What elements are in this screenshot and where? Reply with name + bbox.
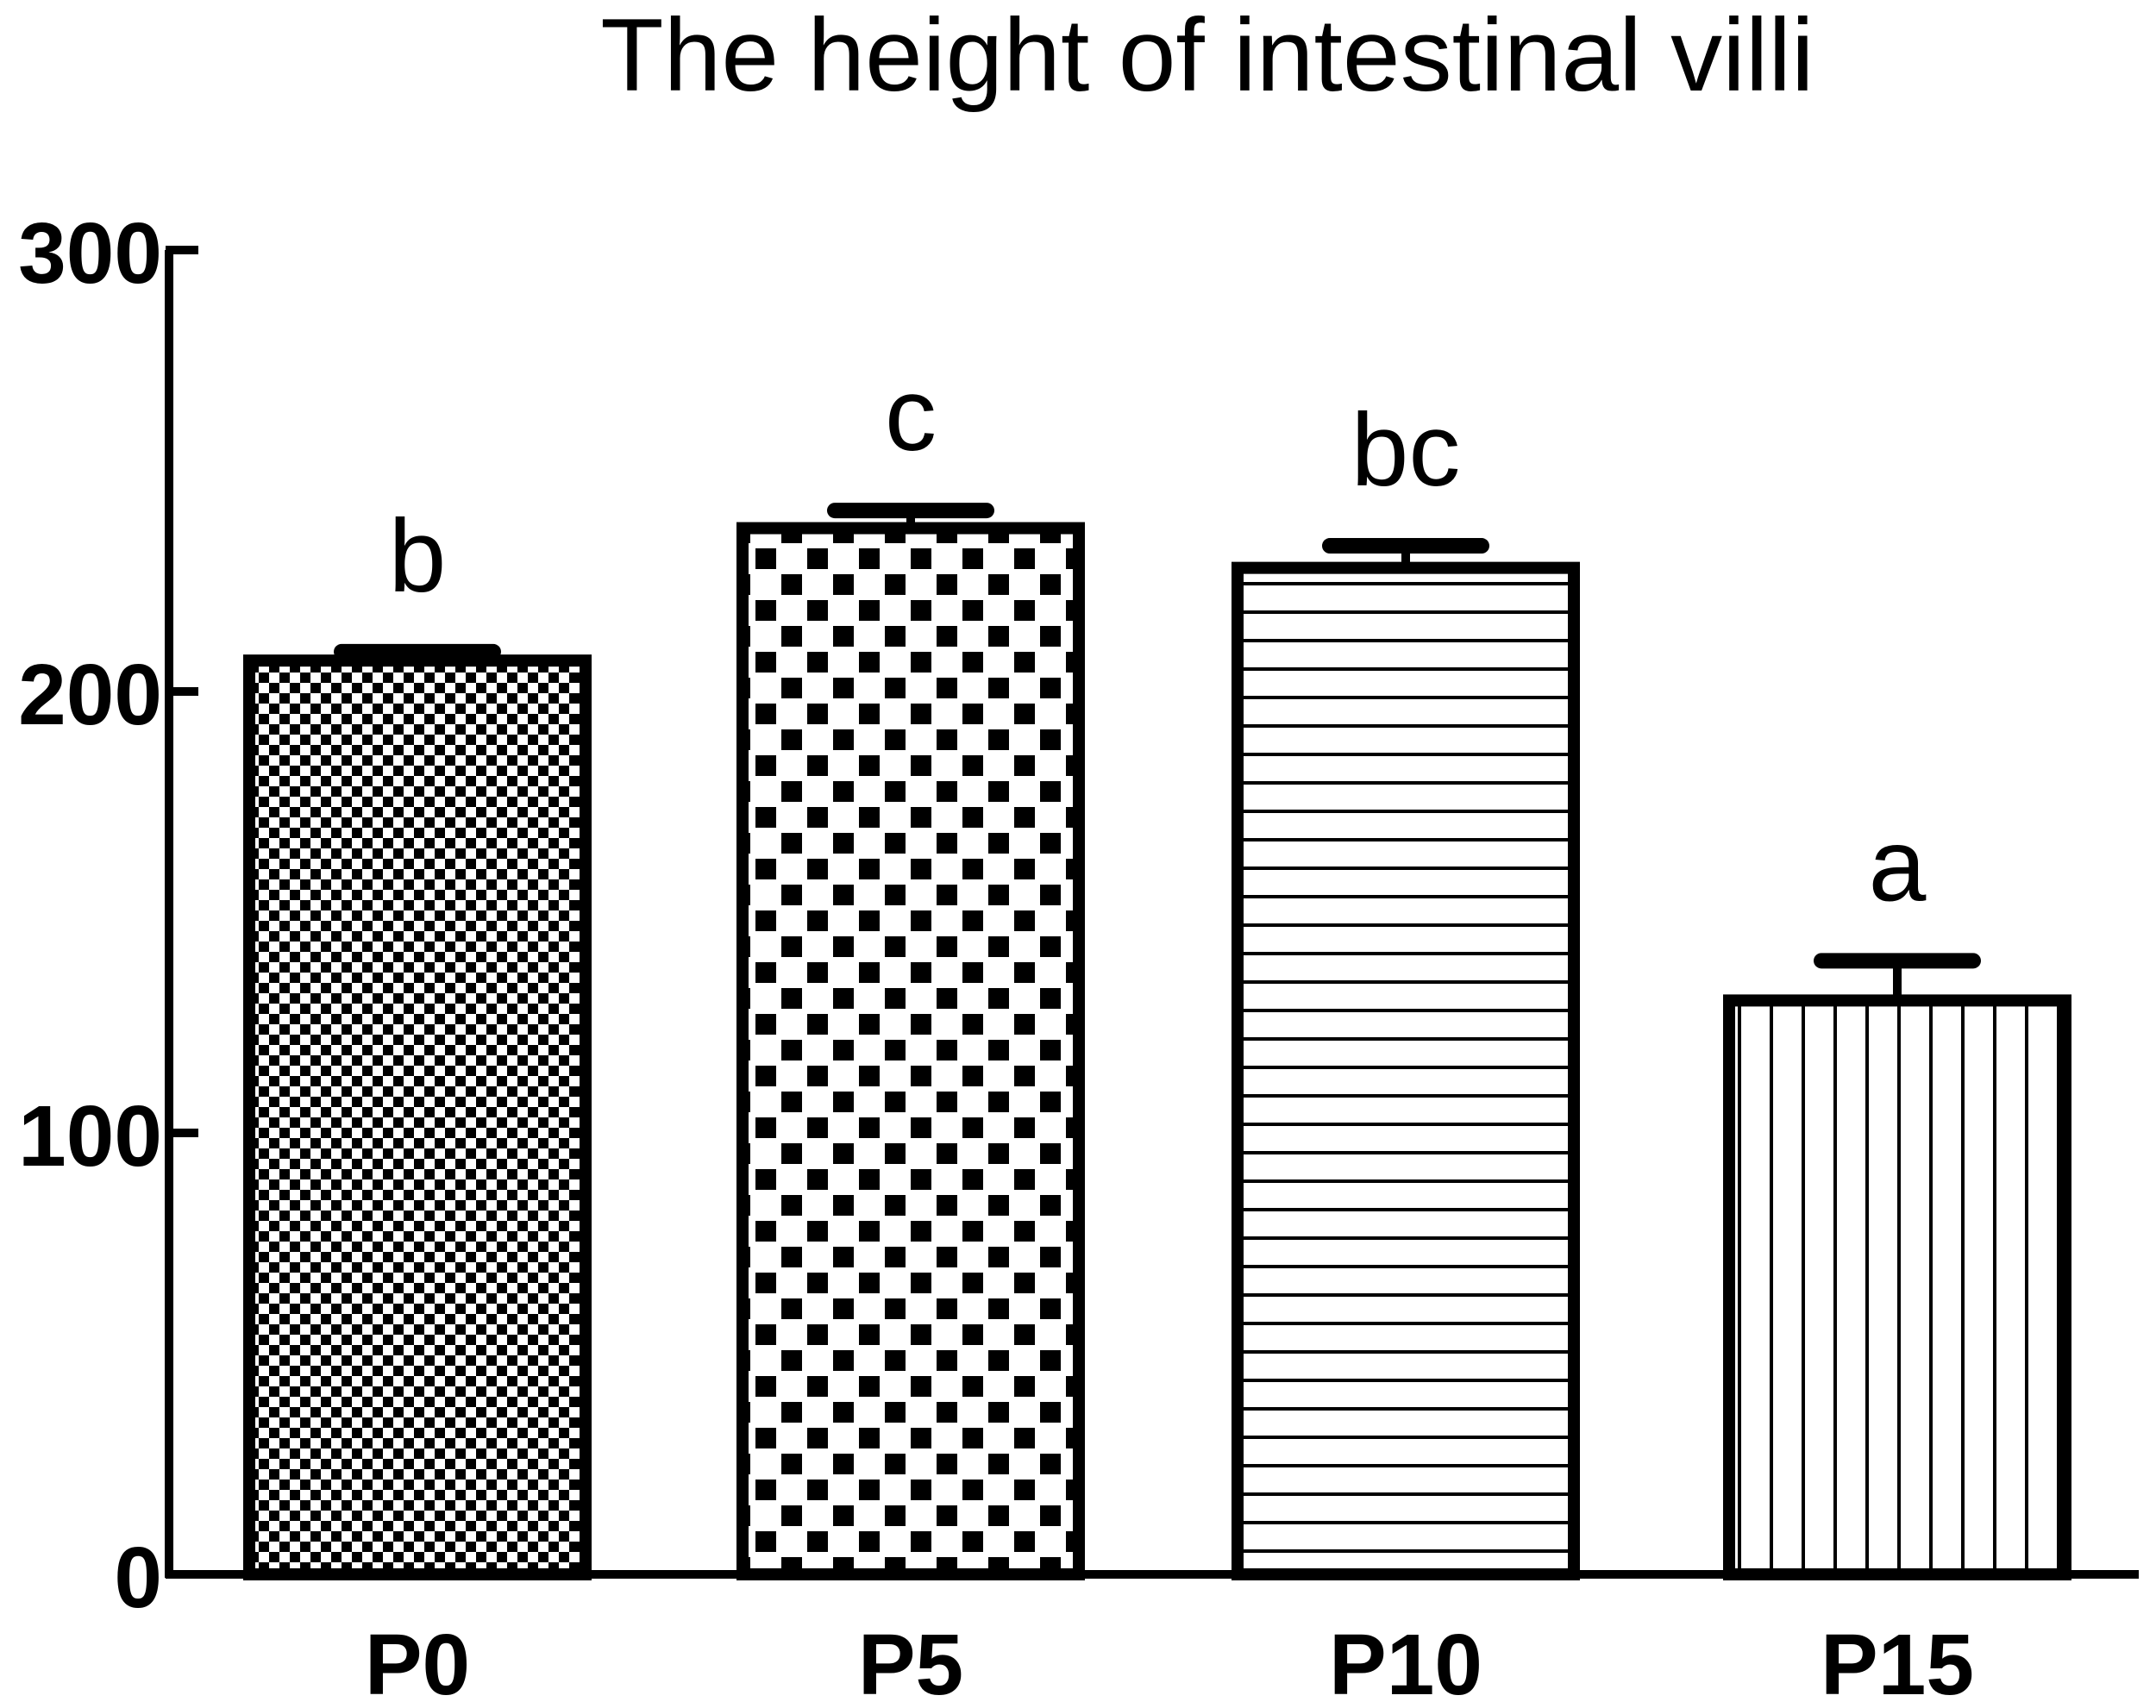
bars bbox=[243, 522, 2071, 1580]
significance-label: bc bbox=[1351, 392, 1461, 508]
significance-label: a bbox=[1869, 807, 1927, 923]
error-bars bbox=[334, 503, 1981, 1001]
y-axis: 0 100 200 300 bbox=[18, 205, 198, 1626]
x-tick-label: P15 bbox=[1821, 1617, 1974, 1708]
significance-labels: bc bca bbox=[389, 357, 1927, 923]
significance-label: c bbox=[885, 357, 937, 472]
bar bbox=[1723, 994, 2071, 1580]
bar bbox=[243, 654, 592, 1580]
significance-label: b bbox=[389, 498, 447, 614]
x-axis: P0 P5 P10 P15 bbox=[166, 1570, 2139, 1708]
bar bbox=[736, 522, 1085, 1580]
y-tick-label: 0 bbox=[114, 1530, 162, 1626]
y-tick-label: 300 bbox=[18, 205, 162, 302]
x-tick-label: P10 bbox=[1329, 1617, 1482, 1708]
chart-title: The height of intestinal villi bbox=[600, 0, 1814, 113]
x-tick-label: P0 bbox=[365, 1617, 470, 1708]
x-tick-label: P5 bbox=[858, 1617, 963, 1708]
y-tick-label: 100 bbox=[18, 1088, 162, 1185]
y-tick-label: 200 bbox=[18, 647, 162, 743]
bar bbox=[1232, 561, 1580, 1580]
